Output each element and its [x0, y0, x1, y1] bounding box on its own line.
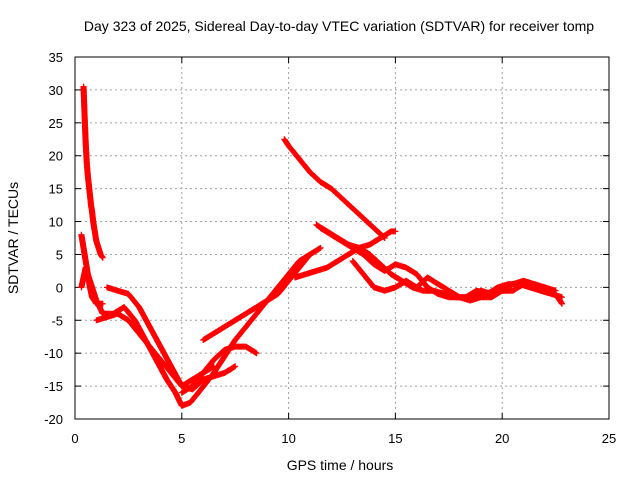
chart-title: Day 323 of 2025, Sidereal Day-to-day VTE… — [84, 18, 594, 34]
y-tick-label: 10 — [49, 215, 63, 230]
series-track-1 — [80, 83, 106, 261]
y-tick-label: -20 — [44, 412, 63, 427]
data-point — [99, 254, 106, 261]
x-tick-label: 5 — [178, 431, 185, 446]
grid — [75, 57, 609, 419]
x-tick-label: 20 — [495, 431, 509, 446]
y-tick-label: -5 — [51, 313, 63, 328]
y-axis-label: SDTVAR / TECUs — [5, 182, 21, 294]
data-point — [559, 300, 565, 307]
x-tick-label: 15 — [388, 431, 402, 446]
y-tick-label: 20 — [49, 149, 63, 164]
data-point — [253, 350, 260, 357]
axis-ticks: 0 5 10 15 20 25 -20 -15 -10 -5 0 5 10 15 20 25 30 35 — [44, 50, 616, 446]
x-tick-label: 25 — [602, 431, 616, 446]
series-track-12 — [349, 258, 565, 307]
y-tick-label: 35 — [49, 50, 63, 65]
series-track-8 — [281, 136, 388, 241]
plot-frame — [74, 56, 610, 420]
x-tick-label: 10 — [281, 431, 295, 446]
y-tick-label: 0 — [56, 280, 63, 295]
data-point — [232, 363, 239, 370]
series-track-6 — [178, 343, 260, 396]
y-tick-label: -10 — [44, 346, 63, 361]
data-marks — [78, 83, 565, 409]
y-tick-label: 15 — [49, 182, 63, 197]
y-tick-label: 30 — [49, 83, 63, 98]
y-tick-label: -15 — [44, 379, 63, 394]
series-track-11 — [317, 225, 559, 301]
x-axis-label: GPS time / hours — [287, 457, 394, 473]
data-point — [392, 228, 399, 235]
y-tick-label: 25 — [49, 116, 63, 131]
series-track-9 — [313, 221, 399, 251]
x-tick-label: 0 — [71, 431, 78, 446]
series-track-10 — [292, 244, 565, 301]
y-tick-label: 5 — [56, 247, 63, 262]
data-point — [317, 244, 324, 251]
series-track-7 — [200, 244, 324, 343]
series-track-5 — [104, 284, 217, 390]
